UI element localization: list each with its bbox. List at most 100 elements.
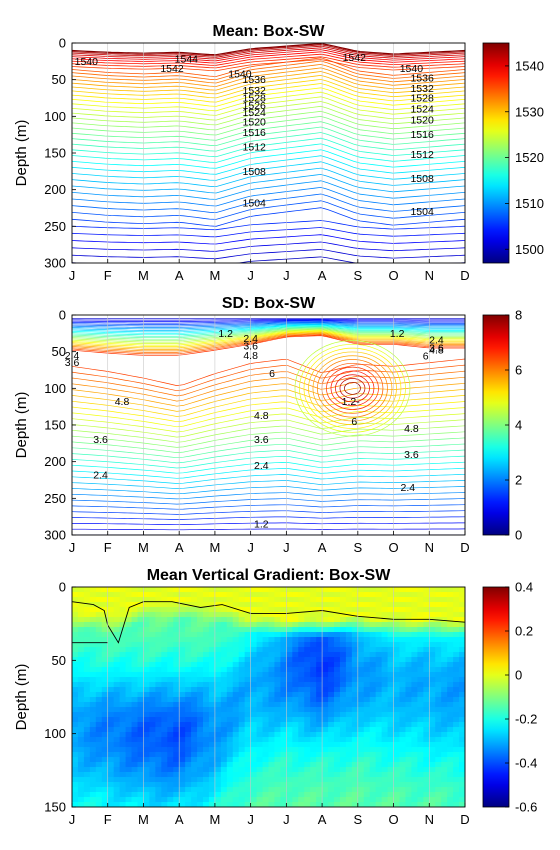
heatmap-cell [310,722,317,728]
heatmap-cell [149,677,156,683]
heatmap-cell [328,597,335,603]
heatmap-cell [363,592,371,598]
heatmap-cell [125,662,133,668]
heatmap-cell [345,777,353,783]
heatmap-cell [334,732,341,738]
heatmap-cell [435,757,442,763]
heatmap-cell [256,632,264,638]
heatmap-cell [310,692,317,698]
heatmap-cell [393,742,401,748]
heatmap-cell [345,792,353,798]
heatmap-cell [77,717,85,723]
heatmap-cell [393,782,401,788]
heatmap-cell [274,697,281,703]
panel-1-contour-labels: 1540 154415421542154015361532152815261524… [75,52,434,218]
heatmap-cell [393,667,401,673]
heatmap-cell [286,667,293,673]
heatmap-cell [316,607,323,613]
heatmap-cell [316,727,323,733]
heatmap-cell [89,657,97,663]
heatmap-cell [191,712,198,718]
heatmap-cell [268,697,276,703]
heatmap-cell [119,712,127,718]
heatmap-cell [381,792,389,798]
heatmap-cell [411,617,418,623]
heatmap-cell [274,667,281,673]
heatmap-cell [197,762,204,768]
heatmap-cell [155,622,162,628]
heatmap-cell [405,672,412,678]
heatmap-cell [316,687,323,693]
heatmap-cell [244,752,252,758]
heatmap-cell [72,697,79,703]
heatmap-cell [310,732,317,738]
heatmap-cell [185,682,192,688]
heatmap-cell [191,792,198,798]
heatmap-cell [351,662,359,668]
heatmap-cell [214,622,222,628]
heatmap-cell [89,772,97,778]
heatmap-cell [322,727,329,733]
heatmap-cell [334,587,341,593]
heatmap-cell [310,787,317,793]
heatmap-cell [185,792,192,798]
heatmap-cell [232,697,240,703]
heatmap-cell [185,797,192,803]
contour-label: 1508 [410,173,434,185]
heatmap-cell [387,642,395,648]
heatmap-cell [310,592,317,598]
heatmap-cell [334,642,341,648]
heatmap-cell [351,687,359,693]
heatmap-cell [435,772,442,778]
contour-line [72,87,465,107]
heatmap-cell [173,587,180,593]
heatmap-cell [363,772,371,778]
heatmap-cell [369,802,377,807]
heatmap-cell [292,757,299,763]
contour-line [72,334,465,355]
heatmap-cell [179,732,186,738]
heatmap-cell [292,657,299,663]
heatmap-cell [304,642,311,648]
heatmap-cell [95,722,103,728]
heatmap-cell [179,752,186,758]
heatmap-cell [381,677,389,683]
heatmap-cell [107,587,115,593]
heatmap-cell [292,702,299,708]
heatmap-cell [89,727,97,733]
heatmap-cell [286,792,293,798]
heatmap-cell [143,792,150,798]
heatmap-cell [435,762,442,768]
heatmap-cell [292,632,299,638]
contour-label: 4.8 [429,345,444,357]
heatmap-cell [191,722,198,728]
heatmap-cell [280,597,287,603]
heatmap-cell [220,592,228,598]
heatmap-cell [143,782,150,788]
heatmap-cell [423,717,430,723]
heatmap-cell [375,732,383,738]
heatmap-cell [208,652,216,658]
heatmap-cell [250,642,258,648]
heatmap-cell [369,792,377,798]
heatmap-cell [95,647,103,653]
heatmap-cell [155,657,162,663]
heatmap-cell [417,692,424,698]
heatmap-cell [351,747,359,753]
heatmap-cell [173,772,180,778]
heatmap-cell [423,802,430,807]
heatmap-cell [155,802,162,807]
heatmap-cell [250,792,258,798]
heatmap-cell [393,657,401,663]
heatmap-cell [328,667,335,673]
heatmap-cell [441,682,448,688]
heatmap-cell [363,707,371,713]
heatmap-cell [328,612,335,618]
heatmap-cell [328,802,335,807]
heatmap-cell [220,747,228,753]
heatmap-cell [375,757,383,763]
heatmap-cell [185,667,192,673]
heatmap-cell [244,697,252,703]
heatmap-cell [304,622,311,628]
heatmap-cell [459,597,465,603]
